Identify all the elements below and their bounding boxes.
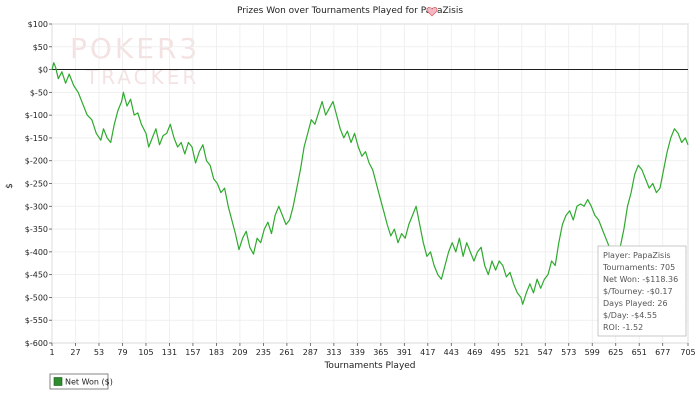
x-tick-label: 235: [256, 348, 271, 357]
x-tick-label: 651: [632, 348, 647, 357]
x-tick-label: 287: [303, 348, 318, 357]
x-tick-label: 469: [467, 348, 482, 357]
stat-line: $/Day: -$4.55: [603, 311, 657, 320]
y-tick-label: $-200: [25, 157, 48, 166]
x-tick-label: 1: [49, 348, 54, 357]
x-tick-label: 391: [397, 348, 412, 357]
x-tick-label: 157: [185, 348, 200, 357]
y-tick-label: $-250: [25, 180, 48, 189]
x-tick-label: 209: [232, 348, 247, 357]
y-tick-label: $-400: [25, 248, 48, 257]
y-tick-label: $-550: [25, 316, 48, 325]
x-tick-label: 443: [444, 348, 459, 357]
x-tick-label: 547: [538, 348, 553, 357]
x-tick-label: 495: [491, 348, 506, 357]
legend-swatch: [53, 377, 63, 386]
x-tick-label: 79: [117, 348, 127, 357]
y-axis-ticks: $100 $50 $0 $-50 $-100 $-150 $-200 $-250 $-300 $-…: [25, 20, 52, 348]
x-tick-label: 365: [373, 348, 388, 357]
y-tick-label: $-500: [25, 293, 48, 302]
x-tick-label: 521: [514, 348, 529, 357]
x-tick-label: 313: [326, 348, 341, 357]
y-tick-label: $-50: [30, 88, 48, 97]
x-axis-ticks: 1 27 53 79 105 131 157 183 209 235 261 287 313 339 365…: [49, 343, 696, 357]
stat-line: ROI: -1.52: [603, 323, 643, 332]
y-tick-label: $0: [38, 66, 48, 75]
x-tick-label: 105: [138, 348, 153, 357]
x-tick-label: 625: [608, 348, 623, 357]
y-axis-label: $: [5, 183, 15, 189]
x-tick-label: 677: [655, 348, 670, 357]
watermark-line1: POKER3: [70, 32, 200, 65]
x-tick-label: 599: [585, 348, 600, 357]
chart-title: Prizes Won over Tournaments Played for P…: [237, 6, 463, 16]
net-won-line: [51, 62, 689, 305]
y-tick-label: $-450: [25, 271, 48, 280]
x-tick-label: 573: [561, 348, 576, 357]
y-tick-label: $-150: [25, 134, 48, 143]
poker-tracker-watermark: POKER3 TRACKER: [70, 32, 200, 89]
stat-line: $/Tourney: -$0.17: [603, 287, 673, 296]
x-axis-label: Tournaments Played: [323, 361, 415, 371]
stat-line: Player: PapaZisis: [603, 251, 671, 260]
x-tick-label: 417: [420, 348, 435, 357]
player-stats-box: Player: PapaZisis Tournaments: 705 Net Won…: [597, 245, 687, 337]
x-tick-label: 705: [680, 348, 695, 357]
legend-label: Net Won ($): [65, 378, 113, 387]
series-net-won: [51, 62, 689, 305]
y-tick-label: $100: [28, 20, 48, 29]
y-tick-label: $-300: [25, 202, 48, 211]
y-tick-label: $-600: [25, 339, 48, 348]
gridlines: [51, 23, 689, 344]
poker-tracker-heart-icon: [426, 7, 438, 17]
x-tick-label: 27: [70, 348, 80, 357]
legend: Net Won ($): [49, 373, 113, 390]
y-tick-label: $-100: [25, 111, 48, 120]
y-tick-label: $50: [33, 43, 48, 52]
stat-line: Tournaments: 705: [602, 263, 675, 272]
y-tick-label: $-350: [25, 225, 48, 234]
x-tick-label: 339: [350, 348, 365, 357]
x-tick-label: 261: [279, 348, 294, 357]
stat-line: Net Won: -$118.36: [603, 275, 678, 284]
x-tick-label: 183: [209, 348, 224, 357]
stat-line: Days Played: 26: [603, 299, 668, 308]
x-tick-label: 53: [94, 348, 104, 357]
watermark-line2: TRACKER: [85, 65, 199, 89]
x-tick-label: 131: [162, 348, 177, 357]
